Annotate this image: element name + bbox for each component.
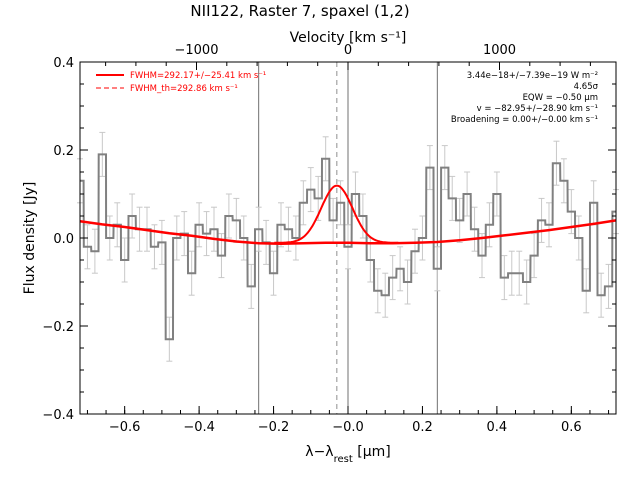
legend-label-fwhm: FWHM=292.17+/−25.41 km s⁻¹ — [130, 71, 266, 81]
top-tick-label-2: 1000 — [483, 43, 516, 58]
top-tick-label-1: 0 — [344, 43, 352, 58]
x-axis-label-main: λ−λ — [305, 444, 333, 460]
top-axis-label: Velocity [km s⁻¹] — [290, 30, 407, 46]
info-broadening: Broadening = 0.00+/−0.00 km s⁻¹ — [451, 115, 598, 125]
x-tick-label-5: 0.4 — [487, 420, 508, 435]
info-flux: 3.44e−18+/−7.39e−19 W m⁻² — [467, 71, 598, 81]
y-axis-label: Flux density [Jy] — [22, 182, 38, 295]
y-tick-label-4: 0.4 — [53, 56, 74, 71]
info-sigma: 4.65σ — [574, 82, 599, 92]
fit-info: 3.44e−18+/−7.39e−19 W m⁻² 4.65σ EQW = −0… — [451, 71, 599, 125]
info-velocity: v = −82.95+/−28.90 km s⁻¹ — [477, 104, 598, 114]
y-tick-label-3: 0.2 — [53, 144, 74, 159]
spectrum-series — [80, 153, 616, 341]
legend-label-fwhm-th: FWHM_th=292.86 km s⁻¹ — [130, 84, 238, 94]
x-tick-label-6: 0.6 — [561, 420, 582, 435]
top-tick-label-0: −1000 — [175, 43, 219, 58]
x-tick-label-4: 0.2 — [412, 420, 433, 435]
x-axis-label: λ−λrest [μm] — [305, 444, 390, 465]
x-tick-label-3: −0.0 — [332, 420, 364, 435]
y-tick-label-0: −0.4 — [42, 408, 74, 423]
legend: FWHM=292.17+/−25.41 km s⁻¹ FWHM_th=292.8… — [96, 71, 266, 94]
x-axis-label-sub: rest — [334, 454, 353, 465]
x-axis-label-unit: [μm] — [353, 444, 391, 460]
y-tick-label-1: −0.2 — [42, 320, 74, 335]
gaussian-fit — [274, 184, 399, 244]
info-eqw: EQW = −0.50 μm — [523, 93, 598, 103]
x-tick-label-0: −0.6 — [109, 420, 141, 435]
plot-area: −0.6 −0.4 −0.2 −0.0 0.2 0.4 0.6 −0.4 −0.2 0.0 0.2 0… — [42, 43, 619, 435]
x-tick-label-1: −0.4 — [183, 420, 215, 435]
y-tick-label-2: 0.0 — [53, 232, 74, 247]
chart-title: NII122, Raster 7, spaxel (1,2) — [190, 2, 409, 20]
x-tick-label-2: −0.2 — [258, 420, 290, 435]
